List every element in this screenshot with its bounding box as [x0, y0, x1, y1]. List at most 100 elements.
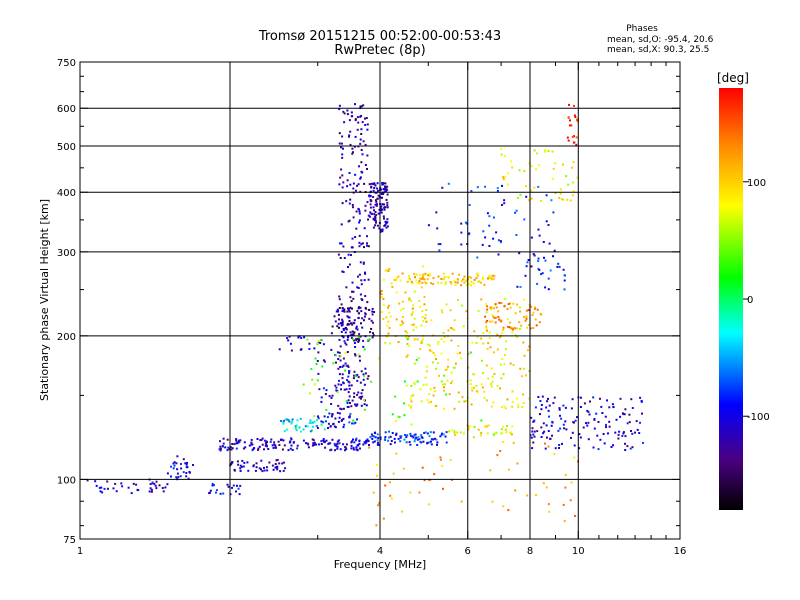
data-point	[592, 446, 595, 449]
data-point	[284, 467, 287, 470]
data-point	[486, 432, 489, 435]
data-point	[242, 447, 245, 450]
data-point	[382, 188, 385, 191]
data-point	[350, 246, 353, 249]
data-point	[290, 349, 293, 352]
data-point	[573, 135, 575, 138]
data-point	[397, 437, 400, 440]
data-point	[540, 426, 543, 429]
data-point	[351, 237, 354, 240]
data-point	[479, 434, 482, 437]
x-axis-label: Frequency [MHz]	[334, 558, 426, 571]
data-point	[456, 278, 459, 281]
data-point	[439, 456, 442, 459]
data-point	[412, 323, 415, 326]
data-point	[338, 442, 341, 445]
data-point	[512, 327, 515, 330]
data-point	[476, 256, 479, 259]
data-point	[540, 408, 543, 411]
data-point	[311, 444, 314, 447]
data-point	[402, 322, 405, 325]
data-point	[349, 130, 352, 133]
data-point	[440, 352, 443, 355]
data-point	[239, 469, 242, 472]
data-point	[291, 449, 294, 451]
data-point	[339, 407, 342, 410]
data-point	[352, 297, 355, 300]
data-point	[528, 324, 531, 326]
data-point	[357, 316, 360, 319]
data-point	[313, 383, 316, 386]
data-point	[386, 193, 389, 196]
data-point	[358, 306, 361, 309]
data-point	[436, 362, 439, 365]
data-point	[488, 331, 491, 334]
data-point	[492, 216, 495, 219]
data-point	[379, 205, 382, 208]
data-point	[384, 269, 387, 272]
data-point	[362, 339, 365, 342]
data-point	[540, 436, 543, 438]
data-point	[86, 479, 89, 482]
data-point	[106, 487, 109, 490]
data-point	[491, 375, 494, 378]
data-point	[460, 357, 463, 360]
data-point	[454, 434, 457, 436]
data-point	[362, 262, 365, 265]
data-point	[519, 286, 522, 288]
data-point	[426, 278, 429, 281]
data-point	[437, 275, 440, 278]
data-point	[333, 442, 336, 445]
data-point	[360, 392, 363, 395]
data-point	[507, 172, 510, 175]
data-point	[574, 419, 577, 422]
data-point	[486, 319, 489, 322]
data-point	[347, 253, 350, 256]
data-point	[250, 441, 253, 444]
data-point	[430, 350, 433, 353]
data-point	[388, 268, 391, 270]
data-point	[351, 330, 354, 333]
data-point	[537, 185, 540, 188]
data-point	[370, 327, 373, 330]
data-point	[559, 188, 562, 191]
data-point	[529, 327, 532, 330]
data-point	[344, 446, 347, 449]
data-point	[435, 358, 437, 361]
data-point	[485, 364, 488, 367]
data-point	[409, 278, 411, 281]
data-point	[387, 332, 390, 335]
data-point	[365, 404, 368, 407]
data-point	[547, 224, 550, 226]
data-point	[559, 192, 562, 195]
data-point	[237, 487, 240, 490]
data-point	[226, 438, 229, 441]
data-point	[364, 124, 367, 126]
data-point	[571, 194, 574, 197]
data-point	[381, 230, 384, 233]
data-point	[351, 333, 354, 336]
data-point	[432, 352, 435, 354]
data-point	[470, 281, 473, 284]
data-point	[508, 326, 511, 329]
data-point	[425, 370, 428, 373]
data-point	[538, 164, 541, 167]
data-point	[366, 123, 369, 126]
data-point	[557, 429, 560, 432]
data-point	[358, 333, 361, 336]
data-point	[440, 338, 443, 341]
data-point	[101, 491, 104, 494]
data-point	[403, 438, 406, 441]
data-point	[406, 342, 409, 345]
data-point	[435, 367, 438, 370]
data-point	[348, 219, 351, 222]
data-point	[368, 338, 371, 341]
data-point	[435, 405, 438, 408]
x-tick-label: 2	[227, 546, 233, 557]
data-point	[375, 191, 378, 194]
data-point	[345, 443, 348, 446]
data-point	[273, 441, 276, 444]
data-point	[552, 402, 555, 405]
data-point	[547, 430, 550, 432]
